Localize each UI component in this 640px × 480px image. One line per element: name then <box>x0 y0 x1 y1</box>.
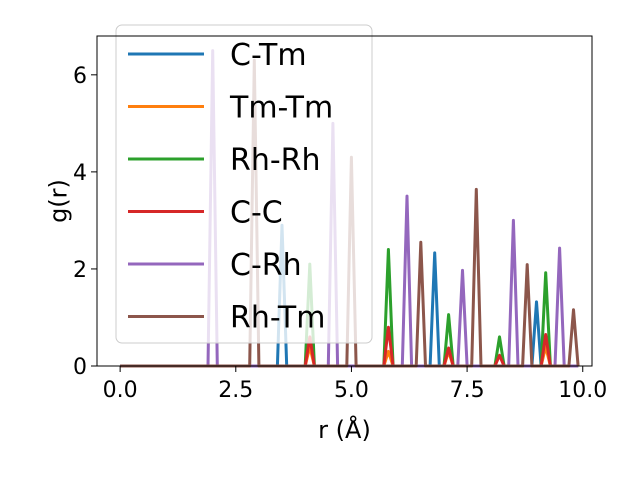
x-tick-label: 10.0 <box>558 378 607 403</box>
legend-label: C-Tm <box>230 38 307 73</box>
x-tick-label: 5.0 <box>334 378 369 403</box>
x-axis-ticks: 0.0 2.5 5.0 7.5 10.0 <box>103 366 607 403</box>
x-axis-label: r (Å) <box>318 415 371 444</box>
x-tick-label: 2.5 <box>218 378 253 403</box>
legend-label: Tm-Tm <box>229 91 333 126</box>
legend-label: C-C <box>230 196 283 231</box>
x-tick-label: 0.0 <box>103 378 138 403</box>
y-tick-label: 2 <box>73 258 87 283</box>
legend: C-Tm Tm-Tm Rh-Rh C-C C-Rh Rh-Tm <box>115 24 373 344</box>
legend-label: C-Rh <box>230 248 302 283</box>
series-line-c-c <box>120 325 579 368</box>
y-tick-label: 4 <box>73 161 87 186</box>
y-axis-label: g(r) <box>44 179 72 223</box>
legend-label: Rh-Rh <box>230 143 321 178</box>
plot-frame <box>96 35 593 367</box>
x-tick-label: 7.5 <box>450 378 485 403</box>
y-axis-ticks: 0 2 4 6 <box>73 64 97 380</box>
legend-label: Rh-Tm <box>230 301 325 336</box>
y-tick-label: 6 <box>73 64 87 89</box>
y-tick-label: 0 <box>73 355 87 380</box>
